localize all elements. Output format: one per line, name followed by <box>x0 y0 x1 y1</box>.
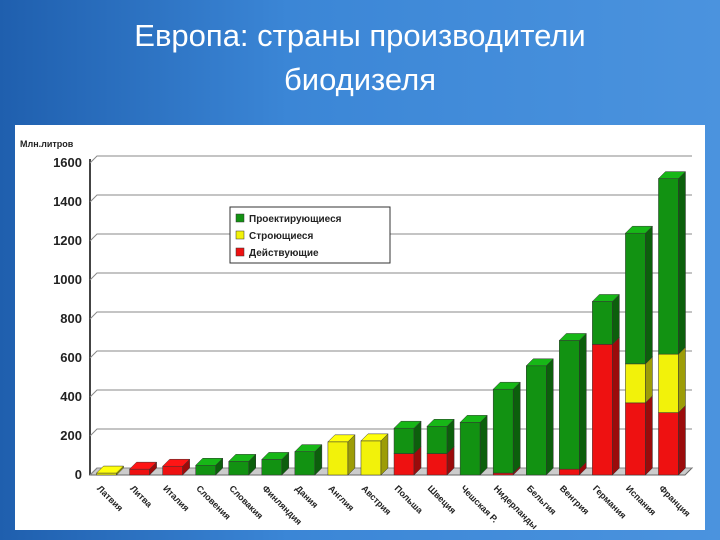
bar-segment <box>426 453 448 476</box>
y-tick-label: 1200 <box>53 233 82 248</box>
bar-top <box>327 434 356 443</box>
legend-label: Проектирующиеся <box>249 214 342 225</box>
bar-side <box>612 293 620 345</box>
bar-segment <box>261 459 283 476</box>
grid-line <box>89 272 692 281</box>
legend-label: Строющиеся <box>249 231 313 242</box>
bar-segment <box>492 472 514 476</box>
bar-segment <box>625 402 646 476</box>
bar-top <box>459 415 488 423</box>
bar-top <box>228 454 257 462</box>
bar-side <box>512 381 521 474</box>
bar-segment <box>327 441 349 476</box>
bar-segment <box>294 451 316 476</box>
bar-side <box>645 395 653 476</box>
bar-top <box>525 358 554 367</box>
bar-top <box>393 420 422 429</box>
bar-segment <box>658 353 679 413</box>
bar-top <box>95 465 125 474</box>
bar-top <box>492 381 521 390</box>
legend-swatch <box>235 230 245 240</box>
x-tick-label: Словакия <box>227 483 265 521</box>
bar-top <box>195 458 224 466</box>
y-tick-label: 800 <box>60 311 82 326</box>
bar-segment <box>360 440 382 476</box>
bar-segment <box>459 422 481 476</box>
bar-segment <box>426 426 448 454</box>
bar-segment <box>592 301 613 345</box>
bar-side <box>645 225 653 365</box>
bar-segment <box>492 388 514 474</box>
bar-top <box>624 225 654 234</box>
bar-segment <box>129 468 150 476</box>
y-tick-label: 1400 <box>53 194 82 209</box>
legend-swatch <box>235 213 245 223</box>
y-tick-label: 0 <box>75 467 82 482</box>
y-tick-label: 1600 <box>53 155 82 170</box>
x-tick-label: Венгрия <box>558 483 591 516</box>
bar-top <box>162 458 191 467</box>
grid-line <box>89 194 692 203</box>
bar-segment <box>228 461 249 476</box>
x-tick-label: Германия <box>591 483 628 520</box>
x-tick-label: Италия <box>161 483 191 513</box>
bar-segment <box>658 412 679 476</box>
x-tick-label: Бельгия <box>525 483 558 516</box>
x-tick-label: Литва <box>128 483 155 510</box>
bar-top <box>558 333 587 341</box>
grid-line <box>89 155 692 164</box>
y-tick-label: 1000 <box>53 272 82 287</box>
bar-segment <box>393 427 415 454</box>
x-tick-label: Латвия <box>95 483 125 513</box>
grid-line <box>89 233 692 242</box>
chart-title: Европа: страны производители биодизеля <box>134 18 586 97</box>
y-tick-label: 400 <box>60 389 82 404</box>
bar-side <box>612 336 620 476</box>
bar-segment <box>162 465 183 476</box>
y-tick-label: 200 <box>60 428 82 443</box>
chart: Млн.литров 0 200 400 600 800 1000 1200 1400 1600 Л… <box>20 139 694 531</box>
x-tick-label: Австрия <box>360 483 394 517</box>
bar-segment <box>96 472 117 476</box>
bar-side <box>645 356 653 404</box>
grid-line <box>89 350 692 359</box>
legend-label: Действующие <box>249 248 319 259</box>
grid-line <box>89 311 692 320</box>
bar-top <box>657 171 687 179</box>
bar-segment <box>625 363 646 404</box>
x-tick-label: Англия <box>327 483 357 513</box>
bar-top <box>591 294 620 302</box>
bar-segment <box>592 344 613 476</box>
x-tick-label: Польша <box>393 483 426 516</box>
x-tick-label: Дания <box>293 483 320 510</box>
chart-panel: Млн.литров 0 200 400 600 800 1000 1200 1400 1600 Л… <box>15 125 705 531</box>
x-tick-label: Словения <box>194 483 232 521</box>
x-tick-label: Испания <box>624 483 658 517</box>
bar-side <box>546 358 554 476</box>
bar-segment <box>559 340 580 470</box>
bar-top <box>294 444 323 452</box>
y-tick-label: 600 <box>60 350 82 365</box>
x-tick-label: Франция <box>657 483 692 518</box>
bar-segment <box>393 453 415 476</box>
bar-top <box>128 461 158 470</box>
legend-swatch <box>235 247 245 257</box>
bar-segment <box>658 178 679 355</box>
bar-side <box>678 170 686 355</box>
bar-segment <box>559 468 580 476</box>
y-axis-label: Млн.литров <box>20 139 74 149</box>
bar-segment <box>195 465 216 476</box>
bar-side <box>678 346 686 414</box>
bar-side <box>479 414 488 476</box>
bar-side <box>579 332 587 470</box>
legend-box <box>229 206 391 264</box>
bar-side <box>678 404 686 476</box>
bar-segment <box>526 365 547 476</box>
bar-top <box>360 433 389 442</box>
x-tick-label: Швеция <box>426 483 458 515</box>
bar-top <box>261 452 290 460</box>
bar-segment <box>625 232 646 365</box>
bar-top <box>426 419 455 427</box>
